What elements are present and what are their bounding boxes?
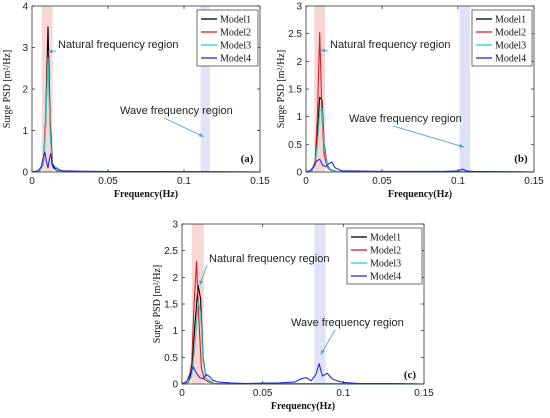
x-tick-label: 0.05 [372,176,392,187]
annotation-arrow [320,329,336,355]
series-line-model4 [31,151,261,173]
y-tick-label: 0 [22,168,28,179]
x-tick-label: 0.1 [177,176,191,187]
y-tick-label: 2 [172,273,178,284]
annotation-arrowhead [199,280,204,286]
x-tick-label: 0.15 [414,388,434,399]
series-line-model1 [181,284,425,385]
chart-panel: 0 0.05 0.1 0.15 0 0.5 1 1.5 2 2.5 3 Frequency(Hz) Su… [276,2,544,201]
x-tick-label: 0.05 [253,388,273,399]
y-tick-label: 1 [296,112,302,123]
series-line-model3 [181,300,425,385]
y-axis-label: Surge PSD [m²/Hz] [2,50,13,128]
wave-frequency-annotation: Wave frequency region [120,105,233,117]
wave-frequency-annotation: Wave frequency region [291,317,404,329]
y-tick-label: 0 [172,380,178,391]
natural-frequency-annotation: Natural frequency region [330,39,450,51]
y-tick-label: 3 [22,43,28,54]
natural-frequency-annotation: Natural frequency region [209,253,329,265]
wave-frequency-band [314,224,326,384]
x-tick-label: 0.15 [250,176,270,187]
y-tick-label: 3 [172,220,178,231]
annotation-arrowhead [459,143,465,148]
x-axis-label: Frequency(Hz) [271,401,335,412]
legend-entry-model1: Model1 [220,15,251,26]
legend-entry-model3: Model3 [220,41,251,52]
wave-frequency-band [459,6,471,172]
x-tick-label: 0.15 [524,176,544,187]
x-tick-label: 0 [29,176,35,187]
y-tick-label: 3 [296,2,302,13]
annotation-arrowhead [47,49,53,54]
legend-entry-model2: Model2 [495,28,526,39]
legend-entry-model3: Model3 [495,41,526,52]
wave-frequency-band [200,6,210,172]
x-tick-label: 0.05 [98,176,118,187]
annotation-arrow [392,125,465,148]
y-axis-label: Surge PSD [m²/Hz] [276,50,287,128]
y-tick-label: 4 [22,2,28,13]
x-tick-label: 0 [179,388,185,399]
y-tick-label: 1.5 [164,300,178,311]
legend-entry-model1: Model1 [495,15,526,26]
y-tick-label: 2.5 [164,246,178,257]
x-tick-label: 0.1 [336,388,350,399]
y-tick-label: 2 [22,85,28,96]
y-tick-label: 1 [22,126,28,137]
legend-entry-model3: Model3 [370,259,401,270]
x-axis-label: Frequency(Hz) [114,189,178,200]
natural-frequency-annotation: Natural frequency region [58,39,178,51]
y-tick-label: 0.5 [288,140,302,151]
natural-frequency-band [314,6,325,172]
annotation-arrowhead [198,133,204,137]
legend-entry-model4: Model4 [495,54,526,65]
y-tick-label: 0.5 [164,353,178,364]
legend-entry-model2: Model2 [370,246,401,257]
chart-panel: 0 0.05 0.1 0.15 0 1 2 3 4 Frequency(Hz) Surge PSD … [2,2,270,201]
wave-frequency-annotation: Wave frequency region [349,113,462,125]
legend-entry-model1: Model1 [370,233,401,244]
y-tick-label: 1 [172,326,178,337]
annotation-arrow [163,117,204,138]
series-line-model4 [181,363,425,385]
series-line-model4 [305,158,535,173]
panel-label: (c) [404,369,417,381]
x-tick-label: 0.1 [451,176,465,187]
series-line-model1 [305,96,535,173]
y-tick-label: 2 [296,57,302,68]
y-tick-label: 1.5 [288,85,302,96]
legend-entry-model2: Model2 [220,28,251,39]
annotation-arrowhead [320,48,326,53]
legend-entry-model4: Model4 [370,272,401,283]
panel-label: (b) [514,153,528,165]
x-tick-label: 0 [303,176,309,187]
y-tick-label: 2.5 [288,29,302,40]
series-line-model3 [305,107,535,173]
panel-label: (a) [241,153,254,165]
legend-entry-model4: Model4 [220,54,251,65]
annotation-arrowhead [320,349,325,355]
x-axis-label: Frequency(Hz) [388,189,452,200]
y-axis-label: Surge PSD [m²/Hz] [152,265,163,343]
chart-panel: 0 0.05 0.1 0.15 0 0.5 1 1.5 2 2.5 3 Frequency(Hz) Su… [152,220,434,413]
y-tick-label: 0 [296,168,302,179]
